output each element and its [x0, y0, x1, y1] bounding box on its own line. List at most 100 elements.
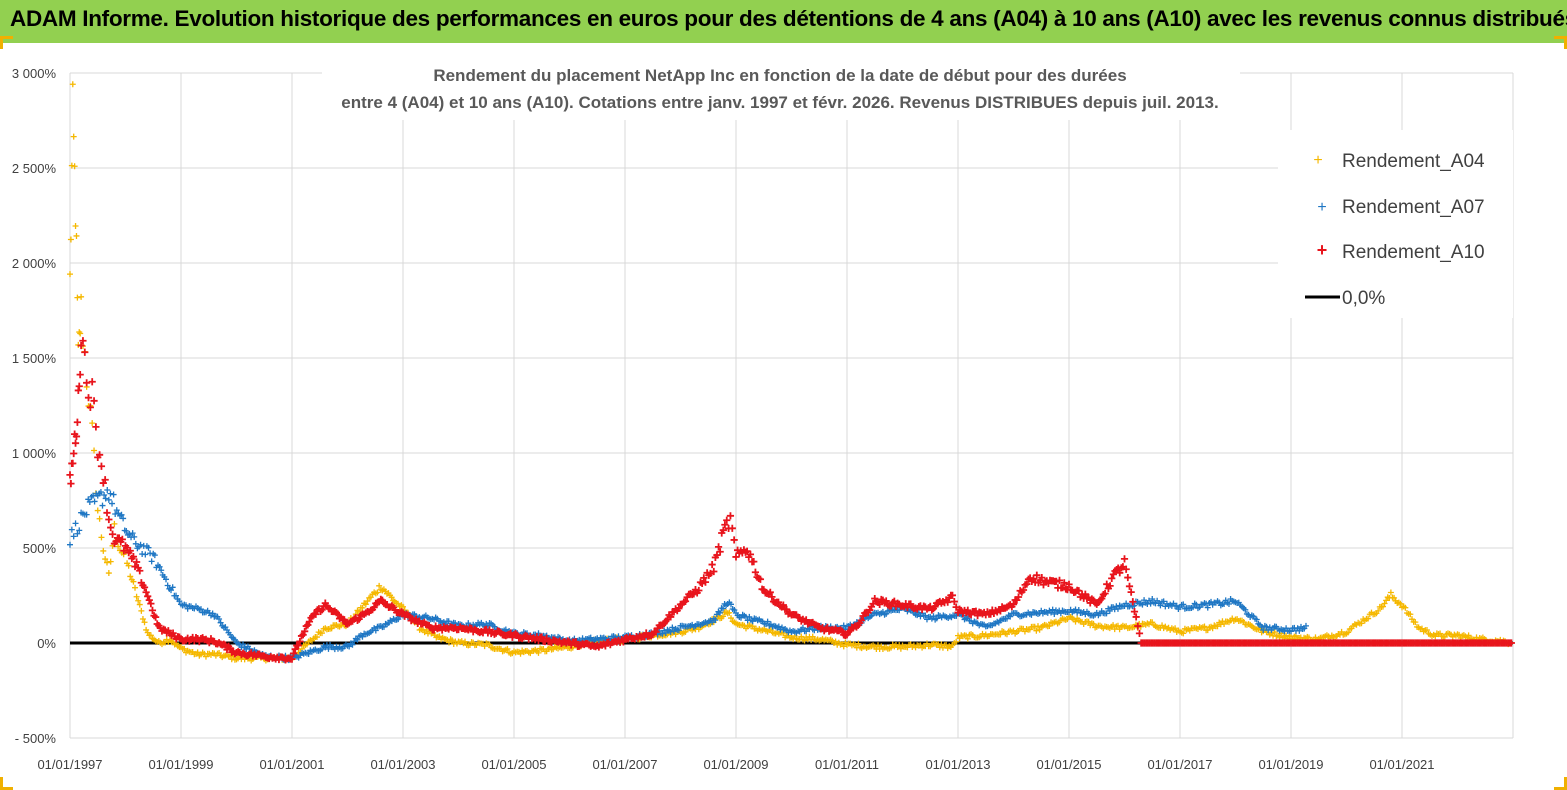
data-point: [445, 639, 452, 646]
data-point: [1129, 598, 1137, 606]
data-point: [659, 630, 666, 637]
data-point: [1407, 611, 1414, 618]
data-point: [1173, 602, 1180, 609]
data-point: [158, 567, 165, 574]
data-point: [1180, 601, 1187, 608]
data-point: [141, 619, 148, 626]
data-point: [1101, 589, 1109, 598]
data-point: [1383, 597, 1390, 604]
legend-marker-a07: +: [1317, 199, 1326, 216]
data-point: [364, 598, 371, 605]
data-point: [173, 592, 180, 599]
data-point: [652, 628, 660, 636]
data-point: [312, 610, 320, 618]
data-point: [1204, 604, 1211, 611]
legend-marker-a10: +: [1317, 240, 1328, 260]
data-point: [132, 584, 139, 591]
data-point: [182, 602, 189, 609]
data-point: [1125, 582, 1134, 590]
data-point: [876, 600, 884, 608]
data-point: [359, 633, 366, 640]
data-point: [1029, 575, 1038, 583]
data-point: [751, 568, 760, 576]
data-point: [726, 512, 735, 520]
data-point: [1149, 596, 1156, 603]
data-point: [1014, 593, 1023, 601]
data-point: [1381, 600, 1388, 607]
data-point: [104, 487, 111, 494]
data-point: [1090, 620, 1097, 627]
x-tick-label: 01/01/2005: [481, 757, 546, 772]
data-point: [436, 633, 443, 640]
data-point: [1132, 613, 1140, 621]
data-point: [67, 271, 73, 278]
data-point: [1130, 608, 1139, 616]
data-point: [723, 516, 731, 524]
data-point: [355, 615, 363, 623]
data-point: [72, 520, 79, 527]
data-point: [140, 583, 149, 592]
data-point: [296, 637, 304, 646]
data-point: [764, 618, 771, 625]
data-point: [129, 530, 136, 537]
data-point: [801, 637, 808, 644]
data-point: [838, 627, 846, 635]
legend-item-a04: + Rendement_A04: [1313, 151, 1485, 172]
data-point: [756, 575, 765, 583]
data-point: [138, 607, 145, 614]
series-rendement_a07: [67, 487, 1309, 664]
data-point: [698, 579, 706, 588]
data-point: [708, 560, 716, 569]
data-point: [948, 591, 957, 599]
data-point: [1242, 606, 1249, 613]
data-point: [74, 530, 81, 537]
x-tick-label: 01/01/2015: [1036, 757, 1101, 772]
data-point: [538, 633, 546, 641]
data-point: [359, 604, 366, 611]
data-point: [131, 533, 138, 540]
data-point: [127, 573, 134, 580]
data-point: [102, 556, 109, 563]
data-point: [719, 526, 727, 534]
data-point: [349, 641, 356, 648]
data-point: [1160, 598, 1167, 605]
legend-background: [1278, 130, 1513, 318]
data-point: [1172, 625, 1179, 632]
data-point: [1180, 630, 1187, 637]
data-point: [362, 601, 369, 608]
data-point: [97, 462, 106, 470]
data-point: [142, 588, 150, 596]
data-point: [1145, 597, 1152, 604]
selection-corner-tl: [0, 36, 13, 49]
data-point: [107, 523, 115, 532]
data-point: [732, 553, 740, 561]
data-point: [1060, 579, 1068, 587]
chart-title-line1: Rendement du placement NetApp Inc en fon…: [433, 66, 1126, 85]
data-point: [1134, 622, 1142, 630]
data-point: [1033, 571, 1041, 579]
data-point: [105, 496, 112, 503]
data-point: [240, 641, 247, 648]
data-point: [70, 533, 77, 540]
data-point: [152, 613, 160, 621]
data-point: [105, 570, 112, 577]
data-point: [896, 607, 903, 614]
data-point: [69, 81, 76, 88]
data-point: [1120, 555, 1129, 563]
data-point: [675, 627, 682, 634]
data-point: [181, 645, 188, 652]
data-point: [1106, 607, 1113, 614]
data-point: [587, 634, 594, 641]
data-point: [99, 502, 106, 509]
series-rendement_a10: [66, 337, 1515, 664]
data-point: [72, 432, 81, 441]
data-point: [1507, 639, 1515, 647]
data-point: [313, 634, 320, 641]
data-point: [1253, 616, 1260, 623]
data-point: [1055, 576, 1064, 584]
data-point: [1201, 623, 1208, 630]
data-point: [123, 527, 130, 534]
data-point: [504, 645, 511, 652]
data-point: [535, 649, 542, 656]
